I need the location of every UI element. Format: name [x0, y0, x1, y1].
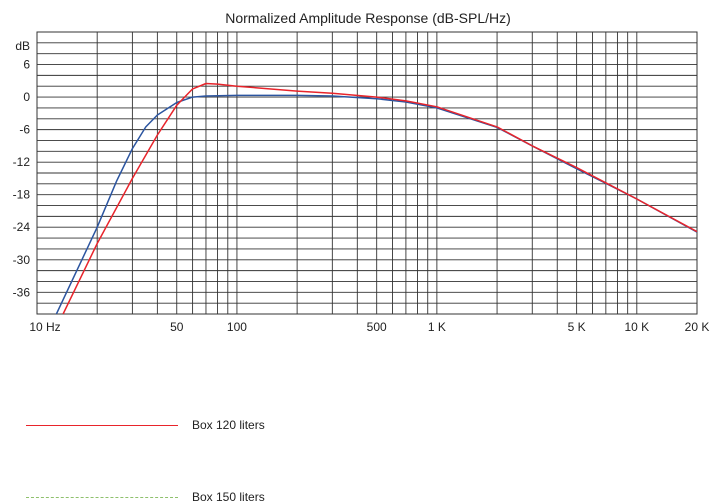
grid — [37, 32, 697, 314]
x-tick-label: 20 K — [685, 320, 710, 334]
series-lines — [55, 82, 697, 314]
x-tick-label: 50 — [170, 320, 184, 334]
chart-title: Normalized Amplitude Response (dB-SPL/Hz… — [225, 10, 511, 26]
series-line-box-120-liters — [62, 82, 697, 314]
legend-swatch-box-150 — [26, 496, 178, 498]
x-tick-label: 500 — [367, 320, 387, 334]
y-axis-label: dB — [15, 39, 30, 53]
plot-frame — [36, 31, 698, 315]
y-tick-label: 0 — [23, 90, 30, 104]
y-tick-label: -12 — [13, 155, 31, 169]
y-tick-label: -30 — [13, 253, 31, 267]
y-tick-label: -18 — [13, 188, 31, 202]
y-tick-label: -6 — [19, 123, 30, 137]
legend-item-box-150: Box 150 liters — [26, 490, 265, 504]
y-tick-label: 6 — [23, 58, 30, 72]
y-tick-label: -24 — [13, 220, 31, 234]
x-tick-label: 5 K — [568, 320, 586, 334]
x-tick-label: 100 — [227, 320, 247, 334]
legend-item-box-120: Box 120 liters — [26, 418, 265, 432]
x-tick-label: 1 K — [428, 320, 446, 334]
x-tick-label: 10 K — [624, 320, 649, 334]
legend-swatch-box-120 — [26, 424, 178, 426]
y-tick-labels: 6 0 -6 -12 -18 -24 -30 -36 — [13, 58, 31, 300]
y-tick-label: -36 — [13, 285, 31, 299]
legend-label-box-120: Box 120 liters — [192, 418, 265, 432]
x-tick-label: 10 Hz — [29, 320, 60, 334]
legend-label-box-150: Box 150 liters — [192, 490, 265, 504]
x-tick-labels: 10 Hz 50 100 500 1 K 5 K 10 K 20 K — [29, 320, 709, 334]
